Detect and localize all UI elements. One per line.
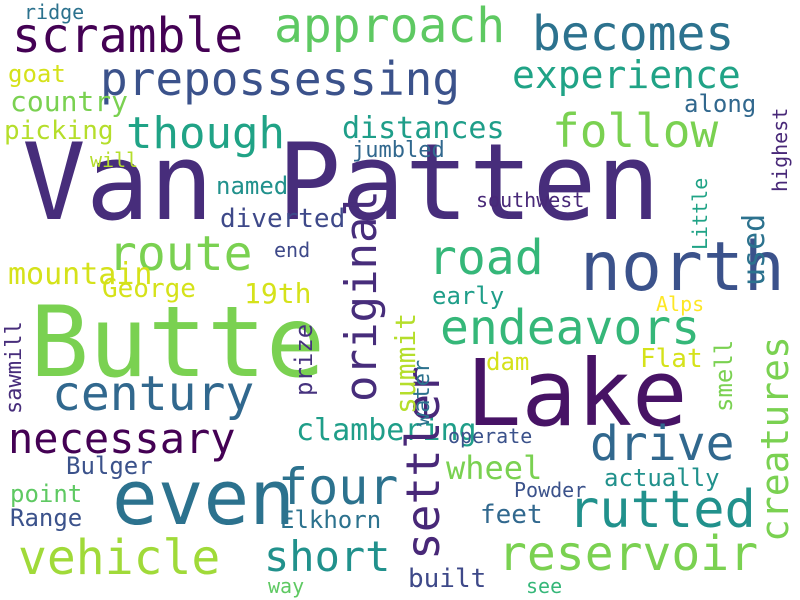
word-century: century: [52, 366, 255, 422]
word-necessary: necessary: [8, 414, 236, 463]
word-four: four: [278, 458, 399, 516]
word-original: operate: [448, 424, 533, 448]
word-summit: point: [10, 480, 83, 508]
word-bulger: highest: [768, 107, 792, 192]
word-early: named: [216, 172, 289, 200]
word-elkhorn: sawmill: [2, 321, 27, 414]
word-van-patten: Van Patten: [22, 121, 661, 244]
word-road: road: [428, 230, 544, 286]
word-experience: experience: [512, 53, 741, 97]
word-wheel: original: [336, 190, 387, 402]
word-along: clambering: [296, 413, 477, 448]
word-goat: 19th: [244, 277, 312, 310]
word-highest: Elkhorn: [280, 506, 382, 534]
word-way: smell: [710, 339, 738, 412]
word-smell: built: [408, 564, 487, 594]
word-water: see: [526, 574, 563, 598]
word-though: though: [126, 108, 285, 159]
word-point: early: [432, 282, 505, 310]
word-clambering: distances: [342, 111, 505, 146]
word-endeavors: endeavors: [440, 300, 701, 356]
word-route: route: [108, 226, 253, 282]
word-creatures: Bulger: [66, 452, 153, 480]
word-lake: Lake: [466, 340, 688, 447]
word-settler: actually: [604, 464, 720, 492]
word-range: prize: [290, 323, 318, 396]
word-dam: southwest: [476, 188, 585, 212]
word-ridge: mountain: [8, 257, 153, 292]
word-country: used: [737, 213, 772, 286]
word-short: short: [264, 532, 391, 581]
word-will: country: [10, 85, 129, 118]
word-see: water: [410, 359, 435, 426]
word-used: Powder: [514, 478, 587, 502]
word-operate: Little: [688, 177, 712, 250]
word-picking: wheel: [446, 449, 543, 487]
word-powder: Alps: [656, 292, 705, 316]
word-approach: approach: [274, 0, 506, 54]
word-flat: end: [274, 238, 311, 262]
word-southwest: will: [90, 148, 139, 172]
word-even: even: [112, 453, 296, 542]
word-feet: Flat: [640, 344, 703, 374]
word-north: north: [580, 228, 785, 307]
word-butte: Butte: [30, 286, 326, 400]
word-distances: creatures: [753, 336, 797, 542]
word-prepossessing: prepossessing: [100, 52, 461, 106]
word-prize: feet: [480, 500, 543, 530]
word-george: jumbled: [352, 138, 445, 163]
word-actually: George: [102, 274, 196, 304]
word-end: along: [684, 90, 757, 118]
word-rutted: rutted: [568, 480, 756, 540]
word-alps: diverted: [220, 204, 346, 234]
word-sawmill: way: [268, 574, 305, 598]
word-diverted: ridge: [24, 0, 85, 24]
word-built: dam: [486, 348, 530, 376]
word-reservoir: reservoir: [498, 526, 759, 582]
word-named: goat: [8, 60, 66, 88]
word-follow: follow: [552, 104, 719, 158]
word-scramble: scramble: [12, 8, 244, 64]
word-drive: drive: [590, 416, 735, 472]
word-jumbled: picking: [4, 116, 114, 146]
word-becomes: becomes: [532, 6, 735, 62]
word-little: Range: [10, 504, 83, 532]
word-vehicle: vehicle: [18, 530, 221, 586]
